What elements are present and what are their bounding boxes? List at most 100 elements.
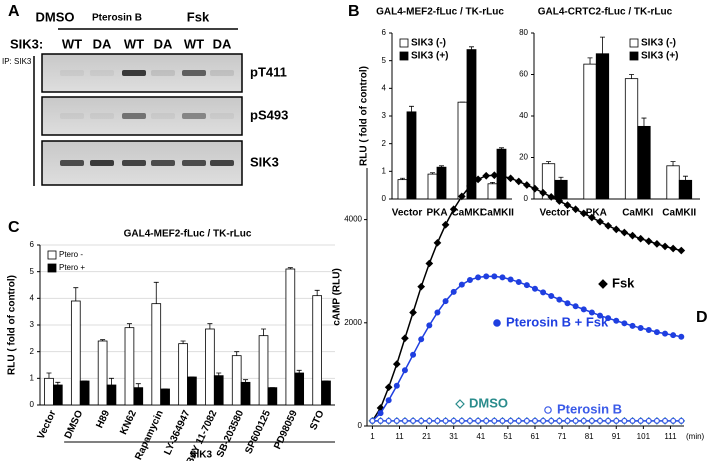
blot-band bbox=[122, 70, 146, 76]
point bbox=[572, 303, 579, 310]
point bbox=[491, 273, 498, 280]
y-tick-label: 3 bbox=[30, 320, 35, 329]
point bbox=[483, 273, 490, 280]
x-tick-label: 101 bbox=[637, 432, 651, 441]
point bbox=[377, 410, 384, 417]
y-tick-label: 6 bbox=[30, 240, 35, 249]
point bbox=[457, 192, 466, 201]
point bbox=[579, 209, 588, 218]
point bbox=[556, 417, 563, 424]
point bbox=[629, 322, 636, 329]
panel-label: C bbox=[8, 219, 20, 236]
bar bbox=[436, 166, 447, 200]
blot-band bbox=[60, 160, 84, 166]
point bbox=[661, 242, 669, 251]
series-label: Fsk bbox=[612, 275, 635, 290]
point bbox=[514, 177, 523, 186]
point bbox=[588, 417, 595, 424]
point bbox=[393, 417, 400, 424]
point bbox=[620, 228, 629, 237]
point bbox=[564, 300, 571, 307]
point bbox=[523, 181, 531, 189]
point bbox=[678, 417, 685, 424]
blot-band bbox=[90, 160, 114, 166]
error-bar bbox=[100, 339, 106, 341]
ip-label: IP: SIK3 bbox=[2, 57, 32, 66]
error-bar bbox=[599, 36, 605, 54]
blot-band bbox=[90, 70, 114, 76]
point bbox=[458, 417, 465, 424]
point bbox=[531, 285, 538, 292]
x-tick-label: Rapamycin bbox=[133, 409, 166, 461]
panel-label: B bbox=[348, 3, 360, 20]
band-label: SIK3 bbox=[250, 154, 279, 169]
blot-band bbox=[60, 70, 84, 76]
bar bbox=[205, 328, 215, 406]
point bbox=[401, 334, 409, 343]
y-tick-label: 80 bbox=[519, 28, 528, 37]
x-tick-label: CaMKI bbox=[622, 208, 653, 219]
point bbox=[531, 417, 538, 424]
point bbox=[426, 322, 433, 329]
point bbox=[385, 397, 392, 404]
series-label: DMSO bbox=[469, 395, 508, 410]
bar bbox=[213, 375, 224, 406]
bar bbox=[187, 376, 197, 406]
point bbox=[433, 238, 442, 247]
x-tick-label: 11 bbox=[395, 432, 404, 441]
y-tick-label: 40 bbox=[519, 111, 528, 120]
x-tick-label: Vector bbox=[539, 208, 570, 219]
point bbox=[613, 317, 620, 324]
point bbox=[637, 324, 644, 331]
y-tick-label: 20 bbox=[519, 153, 528, 162]
point bbox=[491, 417, 498, 424]
y-tick-label: 0 bbox=[382, 194, 387, 203]
point bbox=[637, 417, 644, 424]
y-tick-label: 0 bbox=[30, 400, 35, 409]
legend-swatch bbox=[629, 51, 639, 61]
x-tick-label: PKA bbox=[586, 208, 607, 219]
series-label: Pterosin B + Fsk bbox=[506, 314, 609, 329]
point bbox=[580, 417, 587, 424]
bar bbox=[178, 343, 188, 406]
point bbox=[548, 292, 555, 299]
blot-band bbox=[182, 70, 206, 76]
legend-label: Ptero + bbox=[59, 263, 85, 272]
point bbox=[523, 417, 530, 424]
y-tick-label: 1 bbox=[30, 373, 35, 382]
point bbox=[418, 417, 425, 424]
legend-marker bbox=[544, 406, 552, 414]
band-label: pS493 bbox=[250, 107, 288, 122]
point bbox=[636, 234, 645, 243]
genotype-label: WT bbox=[184, 36, 204, 51]
point bbox=[449, 205, 458, 214]
y-tick-label: 2 bbox=[382, 139, 387, 148]
y-tick-label: 6 bbox=[382, 28, 387, 37]
bar bbox=[124, 327, 135, 406]
point bbox=[474, 175, 482, 184]
error-bar bbox=[670, 161, 676, 166]
point bbox=[669, 244, 678, 253]
point bbox=[377, 417, 384, 424]
point bbox=[369, 417, 376, 424]
x-tick-label: LY-364947 bbox=[162, 408, 192, 457]
legend-marker bbox=[598, 279, 608, 289]
bar bbox=[406, 111, 417, 200]
y-tick-label: 1 bbox=[382, 166, 387, 175]
point bbox=[434, 417, 441, 424]
point bbox=[653, 417, 660, 424]
point bbox=[417, 282, 426, 291]
row-label: SIK3: bbox=[10, 36, 43, 51]
point bbox=[531, 184, 539, 193]
point bbox=[392, 360, 401, 368]
point bbox=[604, 221, 612, 230]
bar bbox=[312, 295, 322, 406]
error-bar bbox=[46, 372, 52, 379]
y-tick-label: 3 bbox=[382, 111, 387, 120]
point bbox=[475, 274, 482, 281]
point bbox=[410, 417, 417, 424]
chart-title: GAL4-MEF2-fLuc / TK-rLuc bbox=[124, 229, 252, 240]
blot-band bbox=[60, 113, 84, 119]
point bbox=[466, 276, 473, 283]
